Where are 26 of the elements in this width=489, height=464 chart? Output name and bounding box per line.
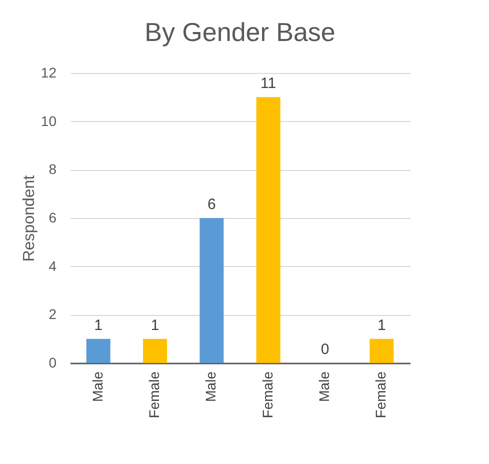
bar <box>256 97 280 363</box>
bar <box>86 338 110 363</box>
data-label: 6 <box>207 196 216 213</box>
y-axis-title: Respondent <box>20 174 38 262</box>
y-tick-label: 4 <box>48 258 57 274</box>
x-tick-label: Female <box>259 371 276 418</box>
chart-title: By Gender Base <box>144 17 336 47</box>
y-tick-label: 8 <box>48 161 57 178</box>
data-label: 1 <box>94 316 103 334</box>
x-tick-label: Female <box>146 371 162 418</box>
x-tick-label: Female <box>372 371 389 418</box>
x-tick-label: Male <box>316 371 332 402</box>
x-tick-label: Male <box>89 371 106 402</box>
bar <box>143 338 167 363</box>
y-tick-label: 6 <box>48 210 57 226</box>
y-tick-label: 0 <box>48 354 57 370</box>
bar <box>370 338 394 363</box>
y-tick-label: 10 <box>40 112 57 129</box>
x-tick-label: Male <box>202 371 219 402</box>
data-label: 1 <box>377 316 386 334</box>
data-label: 0 <box>320 341 330 358</box>
data-label: 11 <box>260 75 276 92</box>
bar <box>200 218 224 363</box>
y-tick-label: 2 <box>48 306 57 322</box>
data-label: 1 <box>150 316 160 334</box>
y-tick-label: 12 <box>40 64 57 80</box>
